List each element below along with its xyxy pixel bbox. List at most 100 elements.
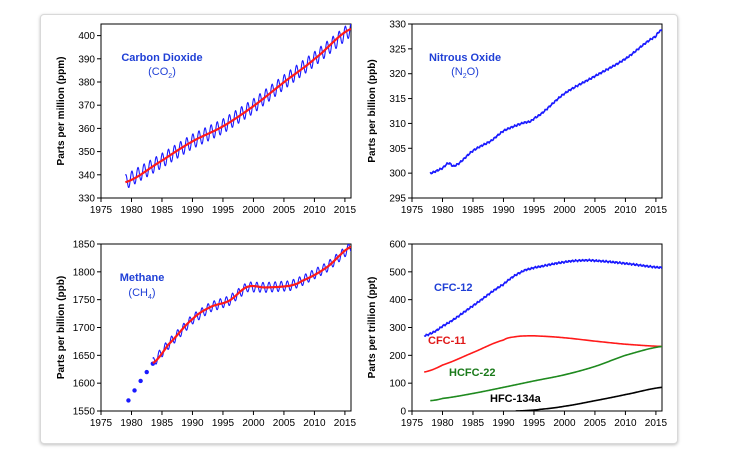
ch4-early-data-point xyxy=(132,388,137,393)
cfc-x-tick-label: 2010 xyxy=(614,418,637,429)
co2-gas-label-line-2: (CO2) xyxy=(148,66,176,80)
cfc-series-label-cfc-11: CFC-11 xyxy=(428,335,466,347)
ch4-x-tick-label: 1990 xyxy=(181,418,204,429)
cfc-series-label-hcfc-22: HCFC-22 xyxy=(449,367,495,379)
ch4-early-data-point xyxy=(126,398,131,403)
cfc-x-tick-label: 1975 xyxy=(401,418,424,429)
n2o-x-tick-label: 2015 xyxy=(645,205,668,216)
co2-x-tick-label: 1975 xyxy=(90,205,113,216)
ch4-y-tick-label: 1750 xyxy=(73,295,96,306)
n2o-y-tick-label: 315 xyxy=(389,94,406,105)
cfc-y-tick-label: 500 xyxy=(389,267,406,278)
n2o-plot-frame xyxy=(411,23,663,199)
co2-x-tick-label: 2010 xyxy=(303,205,326,216)
ch4-gas-label-line-1: Methane xyxy=(120,272,165,284)
n2o-x-tick-label: 1980 xyxy=(431,205,454,216)
n2o-y-tick-label: 305 xyxy=(389,144,406,155)
co2-y-axis-label: Parts per million (ppm) xyxy=(56,57,67,166)
ch4-x-tick-label: 2010 xyxy=(303,418,326,429)
cfc-cfc-12-series-line xyxy=(423,258,662,338)
ch4-y-tick-label: 1850 xyxy=(73,240,96,251)
ch4-x-tick-label: 1975 xyxy=(90,418,113,429)
ch4-trend-series-line xyxy=(152,245,351,365)
co2-chart: 1975 1980 1985 1990 1995 2000 2005 2010 2015 330 3… xyxy=(56,23,357,216)
n2o-x-tick-label: 1990 xyxy=(492,205,515,216)
co2-y-tick-label: 360 xyxy=(78,124,95,135)
cfc-x-tick-label: 1995 xyxy=(523,418,546,429)
ch4-early-data-point xyxy=(138,378,143,384)
co2-x-tick-label: 1980 xyxy=(120,205,143,216)
cfc-y-tick-label: 600 xyxy=(389,240,406,251)
cfc-y-axis-label: Parts per trillion (ppt) xyxy=(367,277,378,379)
co2-gas-label-line-1: Carbon Dioxide xyxy=(121,52,202,64)
cfc-y-tick-label: 100 xyxy=(389,379,406,390)
ch4-y-tick-label: 1600 xyxy=(73,379,96,390)
co2-trend-series-line xyxy=(125,27,351,184)
n2o-wiggle-series-line xyxy=(429,29,662,175)
cfc-cfc-11-series-line xyxy=(424,335,662,373)
cfc-x-tick-label: 1985 xyxy=(462,418,485,429)
n2o-x-tick-label: 2010 xyxy=(614,205,637,216)
cfc-x-tick-label: 2015 xyxy=(645,418,668,429)
cfc-y-tick-label: 400 xyxy=(389,295,406,306)
co2-y-tick-label: 380 xyxy=(78,78,95,89)
ch4-plot-frame xyxy=(100,243,352,412)
co2-x-tick-label: 1985 xyxy=(151,205,174,216)
cfc-x-tick-label: 2005 xyxy=(584,418,607,429)
n2o-y-tick-label: 300 xyxy=(389,169,406,180)
co2-y-tick-label: 400 xyxy=(78,31,95,42)
ch4-x-tick-label: 2005 xyxy=(273,418,296,429)
co2-plot-frame xyxy=(100,23,352,199)
ch4-y-tick-label: 1650 xyxy=(73,351,96,362)
co2-y-tick-label: 330 xyxy=(78,194,95,205)
n2o-y-tick-label: 320 xyxy=(389,69,406,80)
cfc-x-tick-label: 2000 xyxy=(553,418,576,429)
co2-x-tick-label: 1990 xyxy=(181,205,204,216)
ch4-y-tick-label: 1550 xyxy=(73,407,96,418)
ch4-x-tick-label: 2015 xyxy=(334,418,357,429)
cfc-x-tick-label: 1990 xyxy=(492,418,515,429)
co2-x-tick-label: 2000 xyxy=(242,205,265,216)
cfc-hfc-134a-series-line xyxy=(515,386,662,411)
ch4-x-tick-label: 1985 xyxy=(151,418,174,429)
cfc-series-label-cfc-12: CFC-12 xyxy=(434,282,473,294)
n2o-gas-label-line-2: (N2O) xyxy=(451,66,479,80)
ch4-x-tick-label: 1995 xyxy=(212,418,235,429)
ch4-gas-label-line-2: (CH4) xyxy=(128,287,155,301)
co2-y-tick-label: 350 xyxy=(78,147,95,158)
cfc-y-tick-label: 0 xyxy=(400,407,406,418)
ch4-x-tick-label: 2000 xyxy=(242,418,265,429)
co2-y-tick-label: 340 xyxy=(78,170,95,181)
n2o-x-tick-label: 2000 xyxy=(553,205,576,216)
n2o-y-tick-label: 330 xyxy=(389,20,406,31)
ch4-y-axis-label: Parts per billion (ppb) xyxy=(56,276,67,379)
ch4-y-tick-label: 1700 xyxy=(73,323,96,334)
co2-y-tick-label: 370 xyxy=(78,101,95,112)
n2o-x-tick-label: 1985 xyxy=(462,205,485,216)
cfc-hcfc-22-series-line xyxy=(430,345,662,402)
ch4-chart: 1975 1980 1985 1990 1995 2000 2005 2010 2015 1550… xyxy=(56,240,356,430)
n2o-x-tick-label: 2005 xyxy=(584,205,607,216)
ch4-monthly-series-line xyxy=(152,244,351,365)
ch4-y-tick-label: 1800 xyxy=(73,267,96,278)
co2-x-tick-label: 1995 xyxy=(212,205,235,216)
co2-x-tick-label: 2005 xyxy=(273,205,296,216)
co2-x-tick-label: 2015 xyxy=(334,205,357,216)
cfc-y-tick-label: 300 xyxy=(389,323,406,334)
n2o-gas-label-line-1: Nitrous Oxide xyxy=(429,52,501,64)
cfc-y-tick-label: 200 xyxy=(389,351,406,362)
cfc-x-tick-label: 1980 xyxy=(431,418,454,429)
cfc-chart: 1975 1980 1985 1990 1995 2000 2005 2010 2015 0 100… xyxy=(367,240,667,430)
n2o-x-tick-label: 1995 xyxy=(523,205,546,216)
ch4-early-data-point xyxy=(144,369,149,375)
n2o-y-axis-label: Parts per billion (ppb) xyxy=(367,59,378,162)
cfc-plot-frame xyxy=(411,243,663,412)
ch4-x-tick-label: 1980 xyxy=(120,418,143,429)
n2o-chart: 1975 1980 1985 1990 1995 2000 2005 2010 2015 295 3… xyxy=(367,20,667,217)
co2-y-tick-label: 390 xyxy=(78,54,95,65)
n2o-x-tick-label: 1975 xyxy=(401,205,424,216)
n2o-y-tick-label: 325 xyxy=(389,44,406,55)
n2o-y-tick-label: 295 xyxy=(389,194,406,205)
n2o-y-tick-label: 310 xyxy=(389,119,406,130)
